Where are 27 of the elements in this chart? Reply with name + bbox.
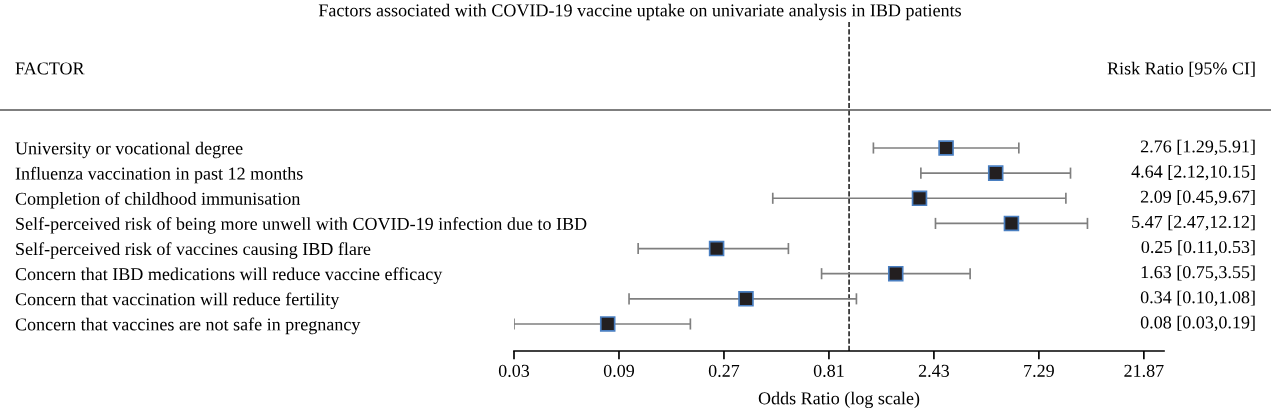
y-tick-label: University or vocational degree xyxy=(15,141,243,159)
text: FACTOR xyxy=(15,62,85,75)
y-tick-label: Self-perceived risk of vaccines causing IBD flare xyxy=(16,242,371,259)
x-tick-label: 21.87 xyxy=(1124,364,1164,377)
data-label: 0.34 [0.10,1.08] xyxy=(1140,290,1255,306)
x-axis-title: Odds Ratio (log scale) xyxy=(758,391,920,409)
x-tick-label: 0.09 xyxy=(603,364,635,377)
x-tick-label: 0.81 xyxy=(813,364,844,377)
y-tick-label: Concern that vaccination will reduce fertility xyxy=(15,292,340,310)
y-tick-label: Concern that vaccines are not safe in pregnancy xyxy=(15,317,361,335)
data-label: 2.76 [1.29,5.91] xyxy=(1140,139,1255,156)
data-label: 0.25 [0.11,0.53] xyxy=(1141,240,1255,256)
x-tick-label: 0.27 xyxy=(708,364,740,377)
y-tick-label: Completion of childhood immunisation xyxy=(15,191,301,209)
text: Risk Ratio [95% CI] xyxy=(1107,61,1255,77)
x-tick-label: 2.43 xyxy=(918,364,949,377)
data-label: 2.09 [0.45,9.67] xyxy=(1140,190,1255,206)
y-tick-label: Influenza vaccination in past 12 months xyxy=(15,166,303,184)
chart-title: Factors associated with COVID-19 vaccine uptake on univariate analysis in IBD patients xyxy=(318,3,961,21)
x-tick-label: 0.03 xyxy=(498,364,530,377)
data-label: 1.63 [0.75,3.55] xyxy=(1141,265,1255,281)
y-tick-label: Concern that IBD medications will reduce vaccine efficacy xyxy=(15,267,443,284)
x-tick-label: 7.29 xyxy=(1024,364,1054,377)
data-label: 4.64 [2.12,10.15] xyxy=(1131,164,1255,181)
data-label: 0.08 [0.03,0.19] xyxy=(1140,315,1255,332)
data-label: 5.47 [2.47,12.12] xyxy=(1132,215,1255,231)
y-tick-label: Self-perceived risk of being more unwell with COVID-19 infection due to IBD xyxy=(16,217,587,234)
